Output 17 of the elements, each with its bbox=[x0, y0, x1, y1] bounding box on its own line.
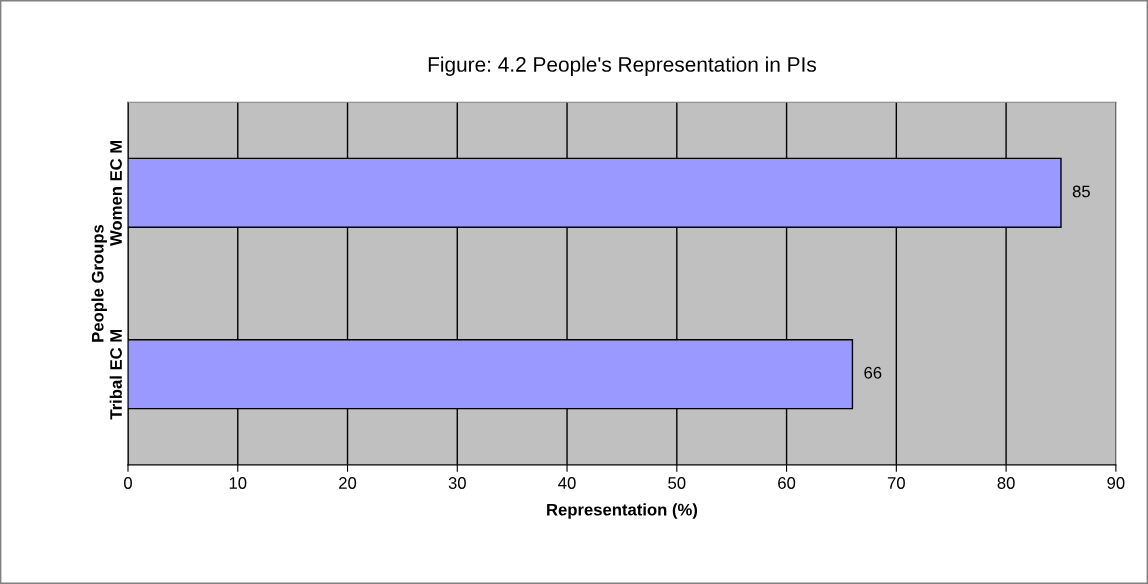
y-tick-label: Women EC M bbox=[110, 140, 122, 246]
data-label: 66 bbox=[864, 366, 882, 379]
x-tick-label: 40 bbox=[558, 477, 576, 489]
x-tick-label: 70 bbox=[887, 477, 905, 489]
x-tick-label: 30 bbox=[448, 477, 466, 489]
x-tick-label: 20 bbox=[339, 477, 357, 489]
chart-title: Figure: 4.2 People's Representation in PIs bbox=[428, 56, 816, 76]
x-tick-label: 0 bbox=[124, 477, 132, 489]
y-tick-label: Tribal EC M bbox=[109, 329, 122, 420]
x-tick-label: 90 bbox=[1107, 477, 1125, 489]
x-axis-title: Representation (%) bbox=[547, 503, 698, 519]
x-tick-label: 80 bbox=[997, 477, 1015, 489]
y-axis-title: People Groups bbox=[91, 224, 107, 342]
data-label: 85 bbox=[1072, 185, 1090, 198]
x-tick-label: 50 bbox=[668, 477, 686, 489]
x-tick-label: 10 bbox=[229, 477, 247, 489]
x-tick-label: 60 bbox=[778, 477, 796, 489]
